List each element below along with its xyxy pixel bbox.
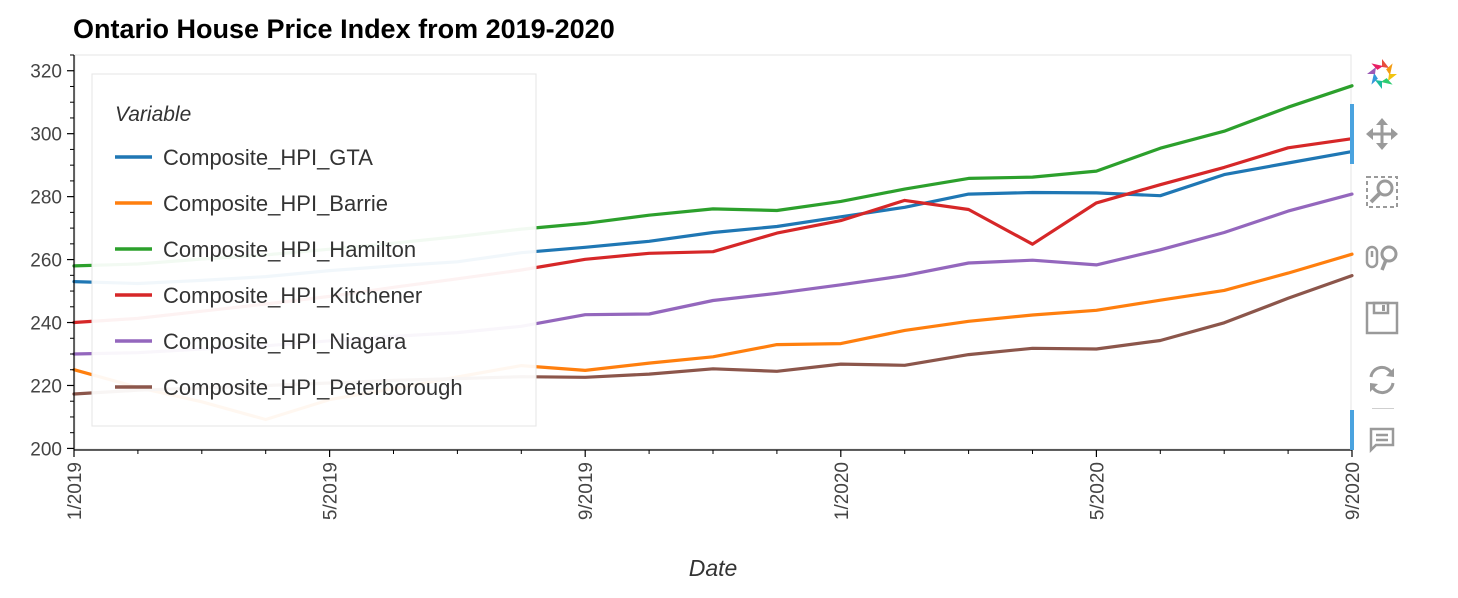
y-tick-label: 320 bbox=[30, 62, 62, 83]
y-tick-label: 200 bbox=[30, 439, 62, 460]
bokeh-logo-icon[interactable] bbox=[1362, 54, 1402, 94]
x-tick-label: 5/2019 bbox=[321, 462, 342, 520]
legend-label: Composite_HPI_Kitchener bbox=[163, 283, 422, 308]
legend-label: Composite_HPI_GTA bbox=[163, 145, 373, 170]
legend-items: Composite_HPI_GTA Composite_HPI_Barrie Com… bbox=[115, 145, 463, 400]
x-axis-label: Date bbox=[689, 555, 738, 581]
y-tick-label: 300 bbox=[30, 125, 62, 146]
pan-icon[interactable] bbox=[1362, 114, 1402, 154]
chart-title: Ontario House Price Index from 2019-2020 bbox=[73, 14, 615, 44]
y-tick-label: 220 bbox=[30, 376, 62, 397]
y-tick-label: 280 bbox=[30, 188, 62, 209]
box-zoom-icon[interactable] bbox=[1362, 172, 1402, 212]
active-inspector-indicator bbox=[1350, 410, 1354, 450]
x-tick-label: 5/2020 bbox=[1087, 462, 1108, 520]
wheel-zoom-icon[interactable] bbox=[1362, 238, 1402, 278]
y-axis: 200 220 240 260 280 300 320 bbox=[30, 54, 74, 460]
y-tick-label: 240 bbox=[30, 314, 62, 335]
x-tick-label: 9/2019 bbox=[576, 462, 597, 520]
legend-label: Composite_HPI_Barrie bbox=[163, 191, 388, 216]
toolbar bbox=[1350, 48, 1412, 468]
save-icon[interactable] bbox=[1362, 298, 1402, 338]
y-tick-label: 260 bbox=[30, 251, 62, 272]
x-axis: 1/2019 5/2019 9/2019 1/2020 5/2020 9/2020 bbox=[65, 450, 1364, 520]
legend: Variable Composite_HPI_GTAComposite_HPI_… bbox=[91, 73, 537, 427]
toolbar-separator bbox=[1372, 408, 1394, 409]
plot-frame bbox=[74, 54, 1352, 450]
legend-label: Composite_HPI_Hamilton bbox=[163, 237, 416, 262]
hover-icon[interactable] bbox=[1362, 420, 1402, 460]
active-tool-indicator bbox=[1350, 104, 1354, 164]
legend-label: Composite_HPI_Peterborough bbox=[163, 375, 463, 400]
reset-icon[interactable] bbox=[1362, 360, 1402, 400]
x-tick-label: 1/2020 bbox=[832, 462, 853, 520]
legend-label: Composite_HPI_Niagara bbox=[163, 329, 407, 354]
legend-box bbox=[91, 73, 537, 427]
x-tick-label: 9/2020 bbox=[1343, 462, 1364, 520]
legend-title: Variable bbox=[115, 103, 191, 126]
x-tick-label: 1/2019 bbox=[65, 462, 86, 520]
